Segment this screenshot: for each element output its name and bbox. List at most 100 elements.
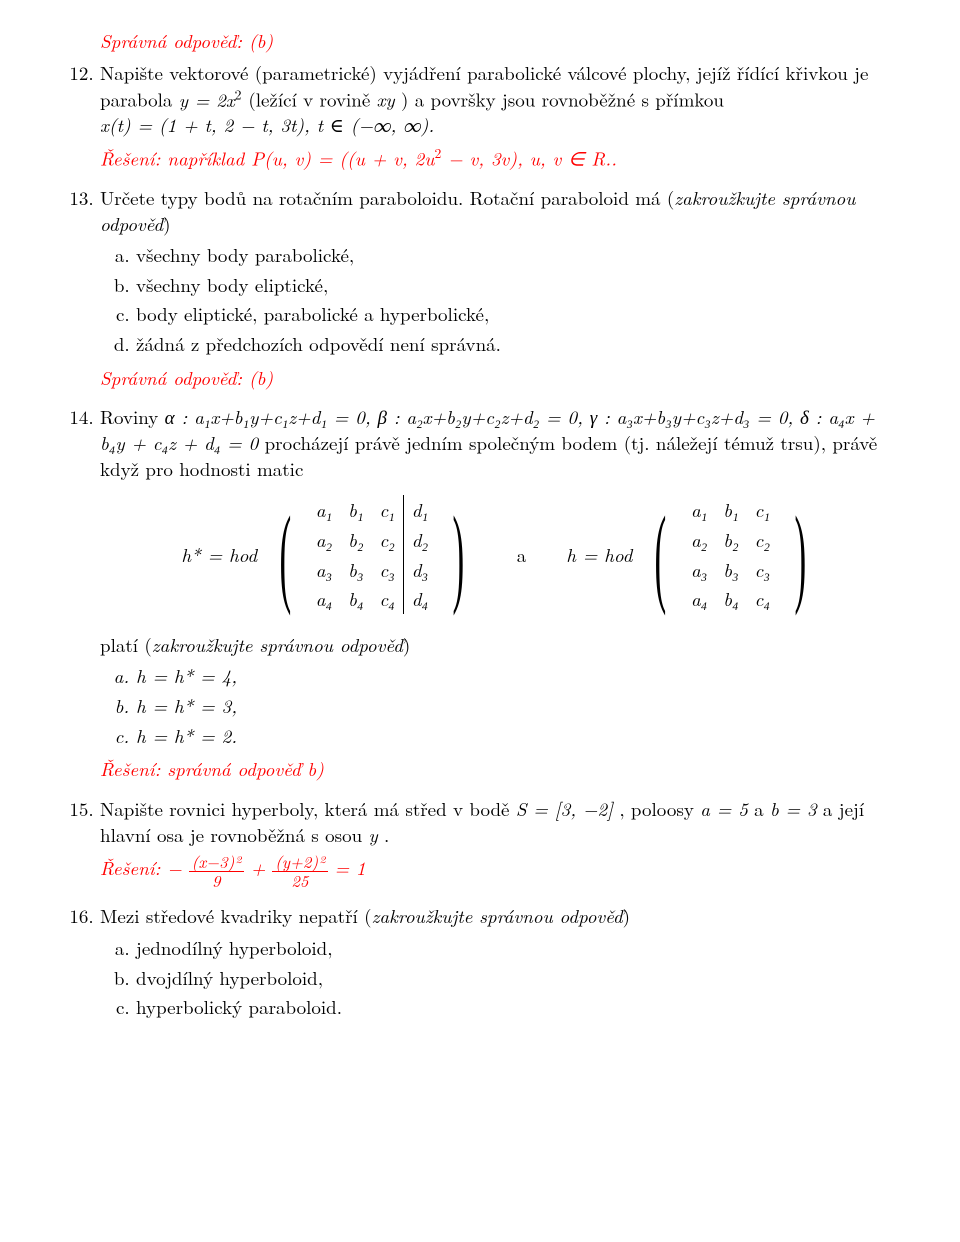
q13-opt-c: body eliptické, parabolické a hyperbolic…: [136, 301, 900, 327]
q13-opt-a: všechny body parabolické,: [136, 242, 900, 268]
m1-r1c1: a₁: [308, 495, 340, 525]
q16-opt-b: dvojdílný hyperboloid,: [136, 965, 900, 991]
q12-answer: Řešení: například P(u, v) = ((u + v, 2u2…: [100, 144, 900, 171]
m2-r2c1: a₂: [683, 525, 715, 555]
answer-11: Správná odpověď: (b): [100, 28, 900, 54]
q12-eq1: y = 2x2: [179, 86, 249, 113]
q16-text-c: ): [623, 902, 630, 929]
q14-intro: Roviny α : a₁x+b₁y+c₁z+d₁ = 0, β : a₂x+b…: [100, 404, 900, 481]
rparen-icon: ): [453, 515, 465, 595]
q12-eq1-base: y = 2x: [179, 86, 235, 113]
q16-options: jednodílný hyperboloid, dvojdílný hyperb…: [100, 935, 900, 1020]
q14-matrix-star: a₁b₁c₁d₁ a₂b₂c₂d₂ a₃b₃c₃d₃ a₄b₄c₄d₄: [308, 495, 436, 614]
m2-r4c2: b₄: [715, 584, 746, 614]
q12-eq2: x⃗(t) = (1 + t, 2 − t, 3t), t ∈ (−∞, ∞).: [100, 111, 434, 138]
m1-r2c1: a₂: [308, 525, 340, 555]
q12-eq1-exp: 2: [235, 84, 242, 103]
q12-xy: xy: [377, 86, 395, 113]
q13-text-a: Určete typy bodů na rotačním paraboloidu…: [100, 184, 674, 211]
m1-r4c3: c₄: [371, 584, 403, 614]
q15-text-e: .: [384, 821, 389, 848]
q14-answer: Řešení: správná odpověď b): [100, 756, 900, 782]
m2-r2c2: b₂: [715, 525, 746, 555]
q12-ans-c: − v, 3v), u, v ∈ R..: [441, 144, 617, 171]
q14-plati-b: zakroužkujte správnou odpověď: [152, 631, 403, 658]
q13-answer: Správná odpověď: (b): [100, 365, 900, 391]
q15-frac2-den: 25: [272, 872, 328, 890]
m2-r3c3: c₃: [747, 555, 778, 585]
question-15: Napište rovnici hyperboly, která má stře…: [100, 796, 900, 889]
lparen2-icon: (: [655, 515, 667, 595]
lparen-icon: (: [280, 515, 292, 595]
m1-r4c4: d₄: [403, 584, 436, 614]
question-14: Roviny α : a₁x+b₁y+c₁z+d₁ = 0, β : a₂x+b…: [100, 404, 900, 782]
q14-plati: platí (zakroužkujte správnou odpověď): [100, 632, 900, 658]
m2-r3c1: a₃: [683, 555, 715, 585]
m2-r1c3: c₁: [747, 495, 778, 525]
q16-opt-a: jednodílný hyperboloid,: [136, 935, 900, 961]
question-13: Určete typy bodů na rotačním paraboloidu…: [100, 185, 900, 390]
q12-text-b: (ležící v rovině: [248, 86, 376, 113]
q12-ans-a: Řešení: například: [100, 144, 251, 171]
m1-r3c3: c₃: [371, 555, 403, 585]
q13-opt-d: žádná z předchozích odpovědí není správn…: [136, 331, 900, 357]
question-list: Napište vektorové (parametrické) vyjádře…: [60, 60, 900, 1020]
m1-r1c3: c₁: [371, 495, 403, 525]
question-12: Napište vektorové (parametrické) vyjádře…: [100, 60, 900, 171]
q16-text-a: Mezi středové kvadriky nepatří (: [100, 902, 372, 929]
q15-plus: +: [251, 854, 272, 881]
q15-eq1: S = [3, −2]: [516, 795, 613, 822]
m1-r1c2: b₁: [340, 495, 371, 525]
q15-frac1-den: 9: [189, 872, 244, 890]
q14-hstar-block: h* = hod ( a₁b₁c₁d₁ a₂b₂c₂d₂ a₃b₃c₃d₃ a₄…: [181, 495, 476, 614]
q15-text-c: a: [754, 795, 770, 822]
q15-text-b: , poloosy: [619, 795, 700, 822]
q12-ans-b: P(u, v) = ((u + v, 2u: [251, 144, 434, 171]
q12-text-c: ) a površky jsou rovnoběžné s přímkou: [401, 86, 724, 113]
q14-opt-b: h = h* = 3,: [136, 693, 900, 719]
q15-frac2: (y+2)² 25: [272, 853, 328, 889]
q15-answer: Řešení: − (x−3)² 9 + (y+2)² 25 = 1: [100, 853, 900, 889]
q15-eq-rhs: = 1: [334, 854, 365, 881]
m2-r2c3: c₂: [747, 525, 778, 555]
m1-r3c1: a₃: [308, 555, 340, 585]
m2-r4c1: a₄: [683, 584, 715, 614]
q15-ans-label: Řešení:: [100, 854, 167, 881]
q16-opt-c: hyperbolický paraboloid.: [136, 994, 900, 1020]
q15-eq2: a = 5: [700, 795, 748, 822]
m1-r2c2: b₂: [340, 525, 371, 555]
m1-r4c1: a₄: [308, 584, 340, 614]
q16-text-b: zakroužkujte správnou odpověď: [372, 902, 623, 929]
m2-r1c1: a₁: [683, 495, 715, 525]
m2-r4c3: c₄: [747, 584, 778, 614]
q14-hstar-lhs: h* = hod: [181, 542, 263, 568]
m1-r2c4: d₂: [403, 525, 436, 555]
q14-options: h = h* = 4, h = h* = 3, h = h* = 2.: [100, 663, 900, 748]
q14-matrix: a₁b₁c₁ a₂b₂c₂ a₃b₃c₃ a₄b₄c₄: [683, 495, 778, 614]
page: Správná odpověď: (b) Napište vektorové (…: [0, 0, 960, 1242]
q15-eq3: b = 3: [770, 795, 817, 822]
m1-r2c3: c₂: [371, 525, 403, 555]
q13-opt-b: všechny body eliptické,: [136, 272, 900, 298]
q14-h-lhs: h = hod: [566, 542, 638, 568]
m1-r3c2: b₃: [340, 555, 371, 585]
q15-eq4: y: [368, 821, 377, 848]
q14-opt-a: h = h* = 4,: [136, 663, 900, 689]
m1-r4c2: b₄: [340, 584, 371, 614]
q13-text-c: ): [163, 210, 170, 237]
m2-r3c2: b₃: [715, 555, 746, 585]
q14-plati-a: platí (: [100, 631, 152, 658]
q14-mid: a: [517, 542, 527, 568]
q14-text-a: Roviny: [100, 403, 165, 430]
m2-r1c2: b₁: [715, 495, 746, 525]
q15-text-a: Napište rovnici hyperboly, která má stře…: [100, 795, 516, 822]
q14-plati-c: ): [403, 631, 410, 658]
q15-minus: −: [167, 854, 182, 881]
rparen2-icon: ): [794, 515, 806, 595]
q14-matrices: h* = hod ( a₁b₁c₁d₁ a₂b₂c₂d₂ a₃b₃c₃d₃ a₄…: [100, 495, 900, 614]
question-16: Mezi středové kvadriky nepatří (zakroužk…: [100, 903, 900, 1020]
m1-r3c4: d₃: [403, 555, 436, 585]
q15-frac1: (x−3)² 9: [189, 853, 244, 889]
q14-h-block: h = hod ( a₁b₁c₁ a₂b₂c₂ a₃b₃c₃ a₄b₄c₄ ): [566, 495, 818, 614]
q13-options: všechny body parabolické, všechny body e…: [100, 242, 900, 357]
